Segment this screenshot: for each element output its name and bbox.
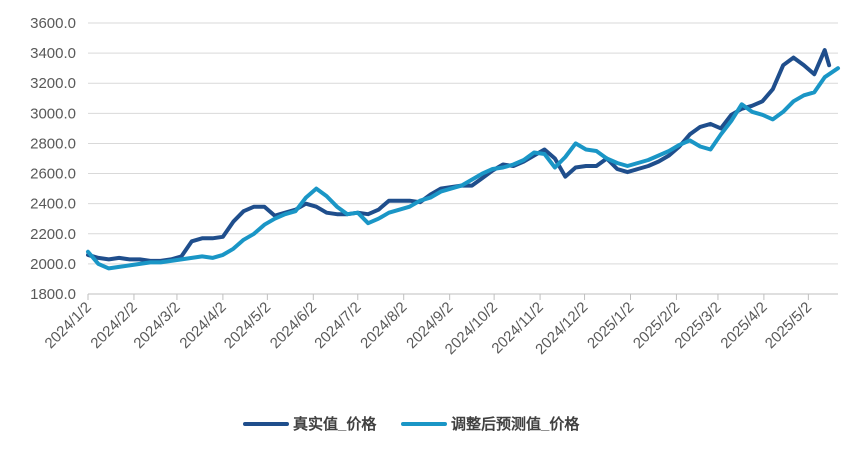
x-tick-label: 2024/6/2 (267, 299, 320, 352)
x-tick-label: 2024/3/2 (130, 299, 183, 352)
legend-item-1: 真实值_价格 (243, 415, 377, 433)
x-tick-label: 2024/7/2 (311, 299, 364, 352)
y-tick-label: 2400.0 (30, 196, 76, 213)
x-tick-label: 2025/5/2 (762, 299, 815, 352)
gridlines (88, 22, 838, 265)
y-tick-label: 2600.0 (30, 166, 76, 183)
y-tick-label: 3000.0 (30, 105, 76, 122)
x-tick-label: 2024/4/2 (176, 299, 229, 352)
series-line-2 (86, 66, 840, 271)
x-tick-label: 2024/2/2 (87, 299, 140, 352)
y-tick-label: 1800.0 (30, 286, 76, 303)
x-tick-label: 2025/1/2 (584, 299, 637, 352)
series-lines (86, 48, 840, 271)
x-tick-label: 2025/4/2 (717, 299, 770, 352)
y-tick-label: 2000.0 (30, 256, 76, 273)
x-tick-label: 2024/1/2 (42, 299, 95, 352)
x-tick-label: 2025/3/2 (671, 299, 724, 352)
legend-item-2: 调整后预测值_价格 (401, 415, 580, 433)
y-tick-label: 2200.0 (30, 226, 76, 243)
x-axis: 2024/1/22024/2/22024/3/22024/4/22024/5/2… (42, 293, 838, 358)
y-tick-label: 2800.0 (30, 135, 76, 152)
x-tick-label: 2024/5/2 (221, 299, 274, 352)
legend: 真实值_价格 调整后预测值_价格 (243, 415, 580, 433)
y-tick-label: 3600.0 (30, 15, 76, 32)
y-tick-label: 3400.0 (30, 45, 76, 62)
legend-label: 真实值_价格 (293, 415, 377, 433)
legend-label: 调整后预测值_价格 (451, 415, 580, 433)
y-axis-ticks: 1800.0 2000.0 2200.0 2400.0 2600.0 2800.0 3000… (30, 15, 76, 303)
series-line-1 (86, 48, 832, 263)
y-tick-label: 3200.0 (30, 75, 76, 92)
x-tick-label: 2024/8/2 (357, 299, 410, 352)
